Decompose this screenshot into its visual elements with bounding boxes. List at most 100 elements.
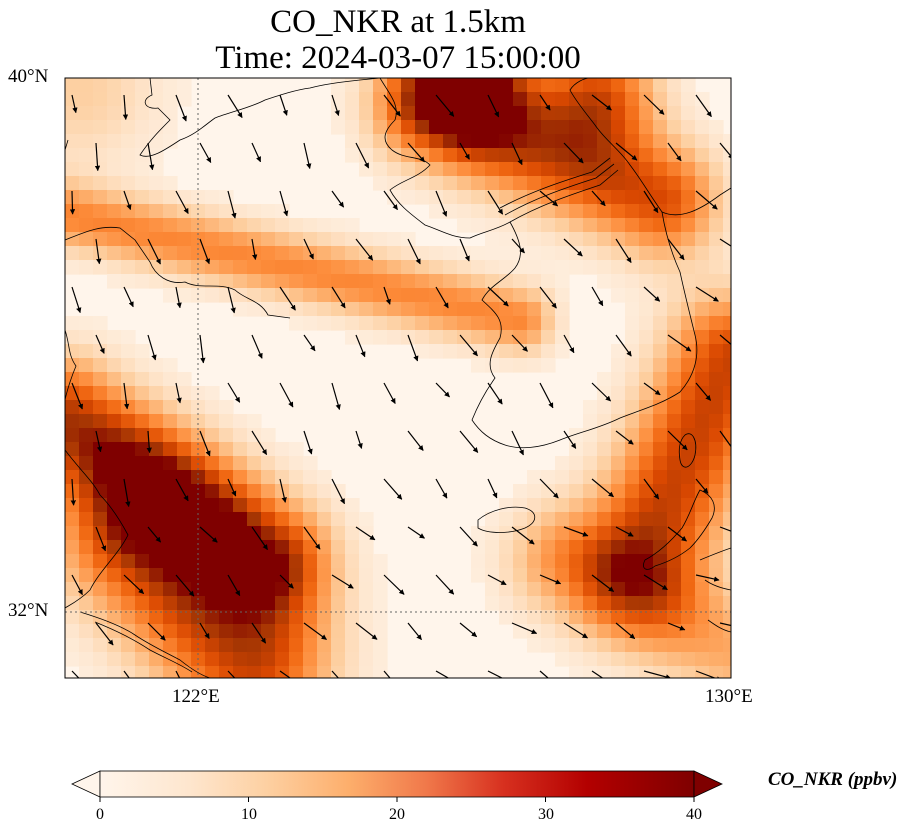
field-cell [247, 666, 262, 678]
field-cell [471, 568, 486, 583]
field-cell [499, 162, 514, 177]
field-cell [93, 610, 108, 625]
field-cell [611, 540, 626, 555]
field-cell [625, 302, 640, 317]
wind-arrow [199, 526, 218, 543]
field-cell [219, 246, 234, 261]
field-cell [681, 400, 696, 415]
field-cell [289, 246, 304, 261]
field-cell [205, 260, 220, 275]
field-cell [625, 428, 640, 443]
field-cell [359, 582, 374, 597]
wind-arrow [303, 142, 312, 170]
field-cell [303, 288, 318, 303]
field-cell [541, 218, 556, 233]
field-cell [555, 498, 570, 513]
field-cell [611, 78, 626, 93]
field-cell [709, 414, 724, 429]
colorbar-extend-max [693, 770, 723, 798]
field-cell [681, 652, 696, 667]
field-cell [163, 484, 178, 499]
field-cell [569, 92, 584, 107]
field-cell [583, 568, 598, 583]
wind-arrow [175, 478, 189, 502]
field-cell [233, 274, 248, 289]
field-cell [387, 176, 402, 191]
field-cell [625, 134, 640, 149]
field-cell [625, 652, 640, 667]
field-cell [191, 204, 206, 219]
field-cell [723, 232, 731, 247]
field-cell [667, 512, 682, 527]
field-cell [513, 316, 528, 331]
wind-arrow [719, 238, 731, 247]
field-cell [275, 512, 290, 527]
field-cell [317, 470, 332, 485]
field-cell [681, 106, 696, 121]
field-cell [457, 344, 472, 359]
wind-arrow [331, 190, 345, 208]
field-cell [429, 274, 444, 289]
field-cell [667, 414, 682, 429]
field-cell [65, 386, 80, 401]
field-cell [247, 610, 262, 625]
field-cell [331, 316, 346, 331]
field-cell [233, 582, 248, 597]
field-cell [107, 610, 122, 625]
field-cell [191, 190, 206, 205]
field-cell [569, 456, 584, 471]
field-cell [205, 456, 220, 471]
wind-arrow [279, 382, 294, 408]
field-cell [261, 246, 276, 261]
field-cell [219, 666, 234, 678]
field-cell [555, 176, 570, 191]
field-cell [653, 428, 668, 443]
wind-arrow [459, 526, 478, 547]
field-cell [597, 414, 612, 429]
wind-arrow [539, 382, 554, 409]
field-cell [401, 302, 416, 317]
field-cell [709, 386, 724, 401]
field-cell [303, 218, 318, 233]
field-cell [569, 596, 584, 611]
field-cell [555, 260, 570, 275]
field-cell [93, 232, 108, 247]
wind-arrow [199, 142, 212, 163]
field-cell [121, 246, 136, 261]
wind-arrow [355, 526, 376, 541]
field-cell [415, 78, 430, 93]
field-cell [513, 176, 528, 191]
field-cell [93, 218, 108, 233]
field-cell [499, 610, 514, 625]
field-cell [317, 260, 332, 275]
field-cell [303, 568, 318, 583]
field-cell [373, 274, 388, 289]
field-cell [667, 302, 682, 317]
field-cell [625, 442, 640, 457]
wind-arrow [591, 190, 606, 207]
field-cell [625, 218, 640, 233]
field-cell [527, 484, 542, 499]
wind-arrow [199, 238, 211, 265]
field-cell [79, 512, 94, 527]
wind-arrow [383, 286, 391, 305]
field-cell [555, 512, 570, 527]
field-cell [149, 554, 164, 569]
field-cell [261, 624, 276, 639]
wind-arrow [95, 526, 107, 552]
wind-arrow [643, 190, 659, 214]
field-cell [709, 316, 724, 331]
field-cell [541, 596, 556, 611]
field-cell [345, 120, 360, 135]
field-cell [401, 288, 416, 303]
field-cell [667, 484, 682, 499]
wind-arrow [695, 190, 718, 210]
field-cell [107, 666, 122, 678]
field-cell [79, 316, 94, 331]
field-cell [499, 526, 514, 541]
field-cell [135, 344, 150, 359]
field-cell [695, 246, 710, 261]
field-cell [499, 190, 514, 205]
field-cell [695, 288, 710, 303]
field-cell [177, 540, 192, 555]
